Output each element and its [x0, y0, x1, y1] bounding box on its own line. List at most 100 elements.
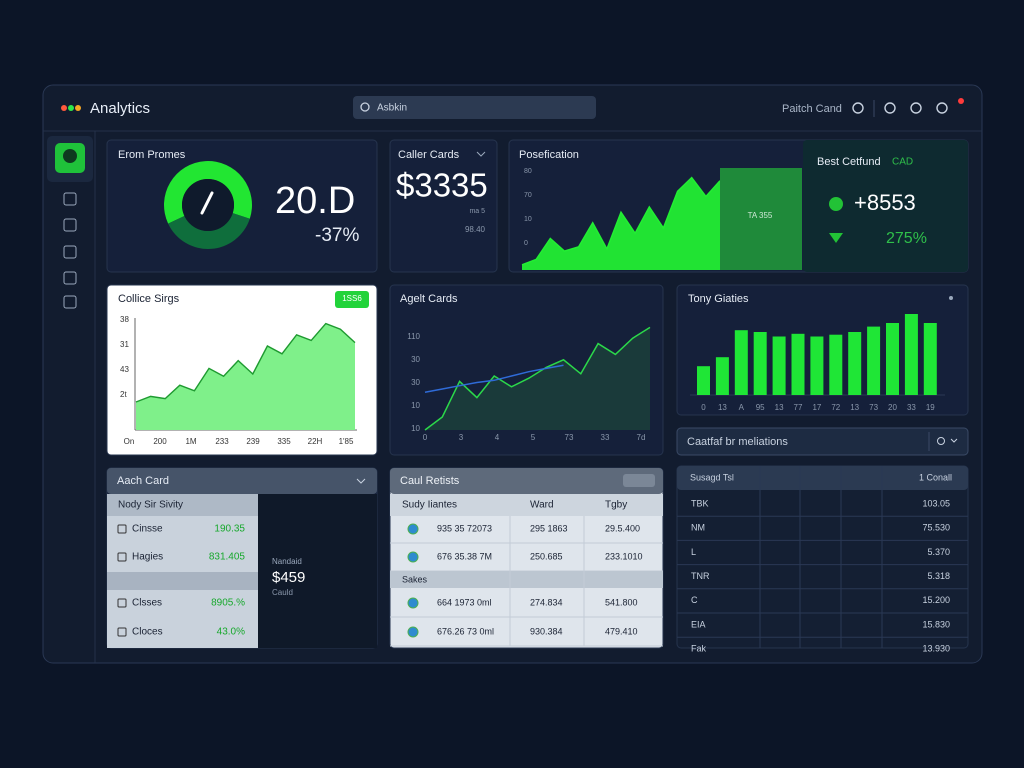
bar	[886, 323, 899, 395]
kpi-value: +8553	[854, 190, 916, 215]
y-tick-label: 31	[120, 340, 129, 349]
badge-button[interactable]	[335, 291, 369, 308]
kpi-value: $3335	[396, 167, 488, 204]
bar	[697, 366, 710, 395]
section-label: Sakes	[402, 574, 428, 584]
cell: Fak	[691, 644, 707, 654]
x-tick-label: 335	[277, 437, 291, 446]
top-icon[interactable]	[910, 102, 922, 114]
badge-text: 1SS6	[342, 294, 362, 303]
user-name[interactable]: Paitch Cand	[782, 103, 842, 115]
card-tag: CAD	[892, 157, 913, 168]
donut-segment	[164, 161, 252, 224]
x-tick-label: 17	[812, 403, 821, 412]
sidebar-icon[interactable]	[63, 192, 77, 206]
cell: 250.685	[530, 551, 563, 561]
search-field[interactable]	[676, 427, 969, 456]
summary-sub: Cauld	[272, 588, 293, 597]
bar	[772, 336, 786, 395]
notification-dot	[958, 98, 964, 104]
kpi-note: ma 5	[469, 208, 485, 215]
cell: TBK	[691, 498, 709, 508]
row-icon	[407, 626, 419, 638]
column-header-text: 1 Conall	[919, 472, 952, 482]
x-tick-label: 239	[246, 437, 260, 446]
cell: L	[691, 547, 696, 557]
area-line	[135, 322, 356, 403]
row-label: Clsses	[132, 598, 162, 609]
x-tick-label: 33	[907, 403, 916, 412]
cell: 295 1863	[530, 523, 568, 533]
cell: 13.930	[922, 644, 950, 654]
x-tick-label: 13	[718, 403, 727, 412]
sidebar-icon[interactable]	[63, 271, 77, 285]
x-tick-label: 233	[215, 437, 229, 446]
x-tick-label: 1M	[185, 437, 196, 446]
y-tick-label: 30	[411, 378, 420, 387]
row-icon	[407, 523, 419, 535]
row-icon	[407, 597, 419, 609]
cell: 664 1973 0ml	[437, 597, 492, 607]
chevron	[356, 478, 366, 484]
card-title: Agelt Cards	[400, 293, 458, 305]
card-title: Posefication	[519, 149, 579, 161]
cell: 541.800	[605, 597, 638, 607]
column-header-text: Tgby	[605, 500, 627, 511]
y-tick-label: 38	[120, 315, 129, 324]
cell: 5.318	[927, 571, 950, 581]
summary-panel	[258, 494, 377, 648]
list-area	[107, 494, 258, 648]
sidebar-icon[interactable]	[63, 295, 77, 309]
donut-segment	[168, 213, 250, 249]
card-title: Collice Sirgs	[118, 293, 180, 305]
panel-label: TA 355	[748, 211, 773, 220]
area-line	[521, 176, 721, 266]
y-tick-label: 2t	[120, 390, 127, 399]
top-icon[interactable]	[852, 102, 864, 114]
app-title: Analytics	[90, 100, 150, 117]
card	[389, 139, 498, 273]
column-header-text: Ward	[530, 500, 554, 511]
sidebar-icon[interactable]	[63, 245, 77, 259]
header-control[interactable]	[623, 474, 655, 487]
column-header	[390, 494, 663, 516]
cell: 676 35.38 7M	[437, 551, 492, 561]
highlight-panel	[720, 168, 802, 270]
x-tick-label: A	[739, 403, 745, 412]
list-header-text: Nody Sir Sivity	[118, 500, 183, 511]
column-header-text: Sudy Iiantes	[402, 500, 457, 511]
menu-icon[interactable]	[949, 296, 953, 300]
bar	[829, 334, 843, 395]
search-box[interactable]	[353, 96, 596, 119]
table-header	[677, 466, 968, 490]
cell: 676.26 73 0ml	[437, 626, 494, 636]
cell: 274.834	[530, 597, 563, 607]
window-dot	[68, 105, 74, 111]
top-icon[interactable]	[884, 102, 896, 114]
list-gap	[107, 572, 258, 590]
y-tick-label: 10	[411, 424, 420, 433]
x-tick-label: 3	[459, 433, 464, 442]
y-tick-label: 0	[524, 240, 528, 247]
top-icon[interactable]	[936, 102, 948, 114]
kpi-change: -37%	[315, 225, 359, 246]
x-tick-label: 5	[531, 433, 536, 442]
cell: 75.530	[922, 523, 950, 533]
card-title: Best Cetfund	[817, 156, 881, 168]
area-fill	[136, 323, 355, 430]
bar	[715, 357, 729, 395]
row-value: 831.405	[209, 552, 246, 563]
sidebar-icon[interactable]	[63, 218, 77, 232]
chevron	[950, 438, 958, 443]
x-tick-label: 33	[601, 433, 610, 442]
x-tick-label: 73	[869, 403, 878, 412]
x-tick-label: 0	[423, 433, 428, 442]
window-dot	[75, 105, 81, 111]
search-text[interactable]: Caatfaf br meliations	[687, 436, 788, 448]
x-tick-label: 1'85	[339, 437, 354, 446]
bar	[810, 336, 824, 395]
cell: 233.1010	[605, 551, 643, 561]
bar	[848, 332, 862, 395]
row-icon	[117, 598, 127, 608]
